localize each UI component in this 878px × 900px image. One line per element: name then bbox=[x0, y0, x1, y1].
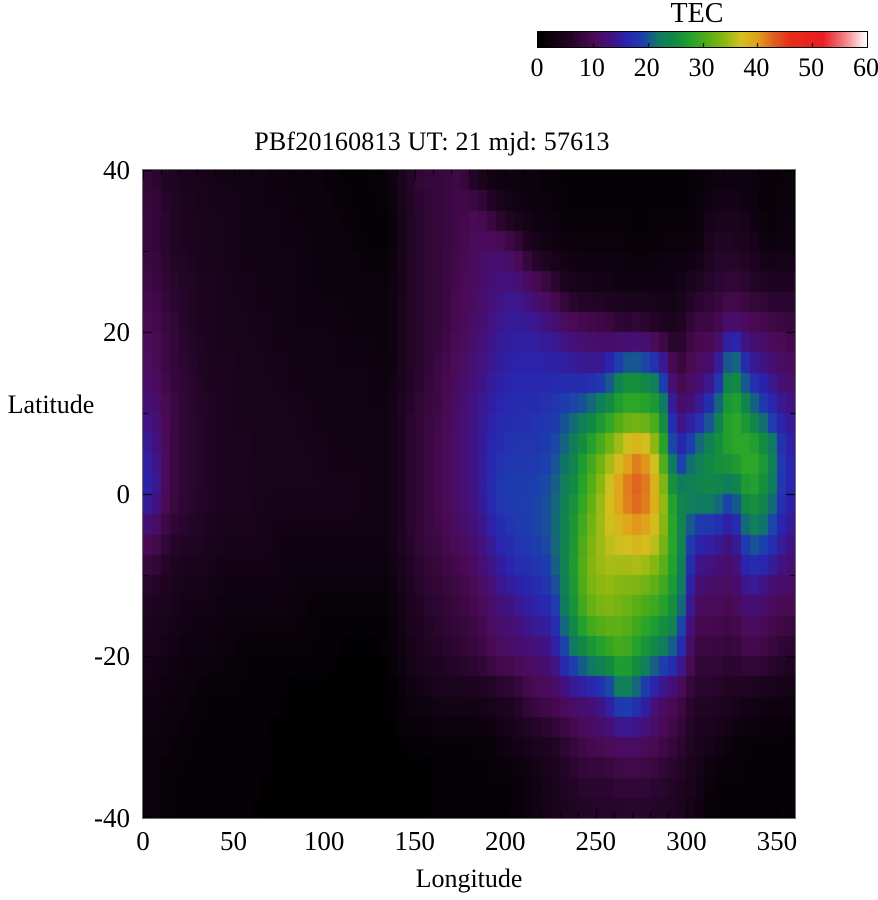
chart-title: PBf20160813 UT: 21 mjd: 57613 bbox=[254, 127, 610, 156]
y-axis-tick-label: 0 bbox=[116, 479, 131, 509]
colorbar-title: TEC bbox=[670, 0, 724, 29]
colorbar-tick-label: 30 bbox=[688, 53, 715, 82]
x-axis-tick-label: 0 bbox=[136, 826, 150, 856]
x-axis-tick-label: 200 bbox=[484, 826, 526, 856]
y-axis-tick-label: -40 bbox=[94, 803, 130, 833]
colorbar-tick-label: 50 bbox=[798, 53, 825, 82]
y-axis-tick-label: 20 bbox=[103, 317, 130, 347]
x-axis-tick-label: 150 bbox=[394, 826, 435, 856]
heatmap-canvas bbox=[143, 170, 795, 818]
colorbar bbox=[537, 31, 868, 48]
x-axis-tick-label: 300 bbox=[666, 826, 707, 856]
x-axis-tick-label: 100 bbox=[303, 826, 345, 856]
colorbar-tick-label: 60 bbox=[853, 53, 878, 82]
y-axis-title: Latitude bbox=[7, 390, 95, 419]
x-axis-tick-label: 250 bbox=[575, 826, 617, 856]
x-axis-tick-label: 350 bbox=[756, 826, 798, 856]
colorbar-tick-label: 10 bbox=[578, 53, 605, 82]
colorbar-tick-label: 0 bbox=[530, 53, 544, 82]
heatmap bbox=[142, 169, 796, 819]
colorbar-gradient bbox=[538, 32, 867, 47]
colorbar-tick-label: 20 bbox=[633, 53, 660, 82]
y-axis-tick-label: 40 bbox=[103, 155, 130, 185]
x-axis-tick-label: 50 bbox=[220, 826, 248, 856]
colorbar-tick-label: 40 bbox=[743, 53, 770, 82]
y-axis-tick-label: -20 bbox=[94, 641, 130, 671]
x-axis-title: Longitude bbox=[415, 864, 523, 893]
